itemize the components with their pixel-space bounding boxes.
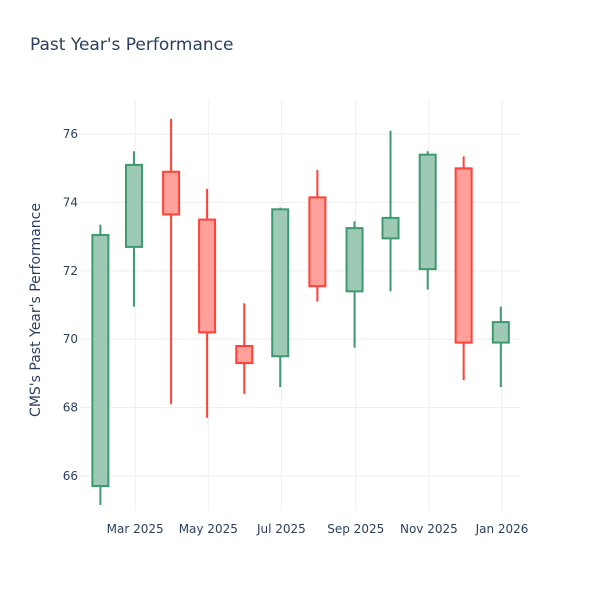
x-tick-label: Nov 2025 xyxy=(400,522,458,536)
x-tick-label: Mar 2025 xyxy=(107,522,164,536)
candle-body xyxy=(162,170,181,216)
y-tick-label: 66 xyxy=(63,469,78,483)
x-tick-label: Jan 2026 xyxy=(475,522,529,536)
candle-decreasing xyxy=(308,170,327,302)
candle-body xyxy=(271,208,290,358)
candle-body xyxy=(124,163,143,248)
candle-body xyxy=(491,321,510,344)
x-tick-label: Sep 2025 xyxy=(327,522,384,536)
grid-lines xyxy=(80,100,520,510)
candle-increasing xyxy=(345,221,364,348)
candle-body xyxy=(91,233,110,488)
candle-decreasing xyxy=(162,118,181,405)
candle-body xyxy=(198,218,217,334)
y-tick-label: 76 xyxy=(63,127,78,141)
candle-increasing xyxy=(91,224,110,505)
y-tick-label: 70 xyxy=(63,332,78,346)
x-tick-label: May 2025 xyxy=(179,522,238,536)
candle-increasing xyxy=(124,151,143,307)
candle-body xyxy=(454,167,473,344)
y-axis-title: CMS's Past Year's Performance xyxy=(28,203,44,417)
candle-body xyxy=(418,153,437,271)
candle-body xyxy=(381,216,400,240)
candle-body xyxy=(308,196,327,288)
candle-increasing xyxy=(381,130,400,292)
candle-decreasing xyxy=(235,303,254,394)
x-axis-ticks: Mar 2025 May 2025 Jul 2025 Sep 2025 Nov 2025… xyxy=(107,522,529,536)
candle-decreasing xyxy=(198,188,217,418)
candle-increasing xyxy=(491,306,510,387)
y-tick-label: 72 xyxy=(63,264,78,278)
y-tick-label: 68 xyxy=(63,401,78,415)
x-tick-label: Jul 2025 xyxy=(256,522,306,536)
candle-decreasing xyxy=(454,156,473,381)
y-tick-label: 74 xyxy=(63,196,78,210)
chart-title: Past Year's Performance xyxy=(30,35,234,55)
candle-body xyxy=(345,227,364,293)
candles xyxy=(91,118,510,505)
candle-increasing xyxy=(271,207,290,387)
y-axis-ticks: 66 68 70 72 74 76 xyxy=(63,127,78,483)
candle-body xyxy=(235,345,254,365)
candle-increasing xyxy=(418,151,437,290)
